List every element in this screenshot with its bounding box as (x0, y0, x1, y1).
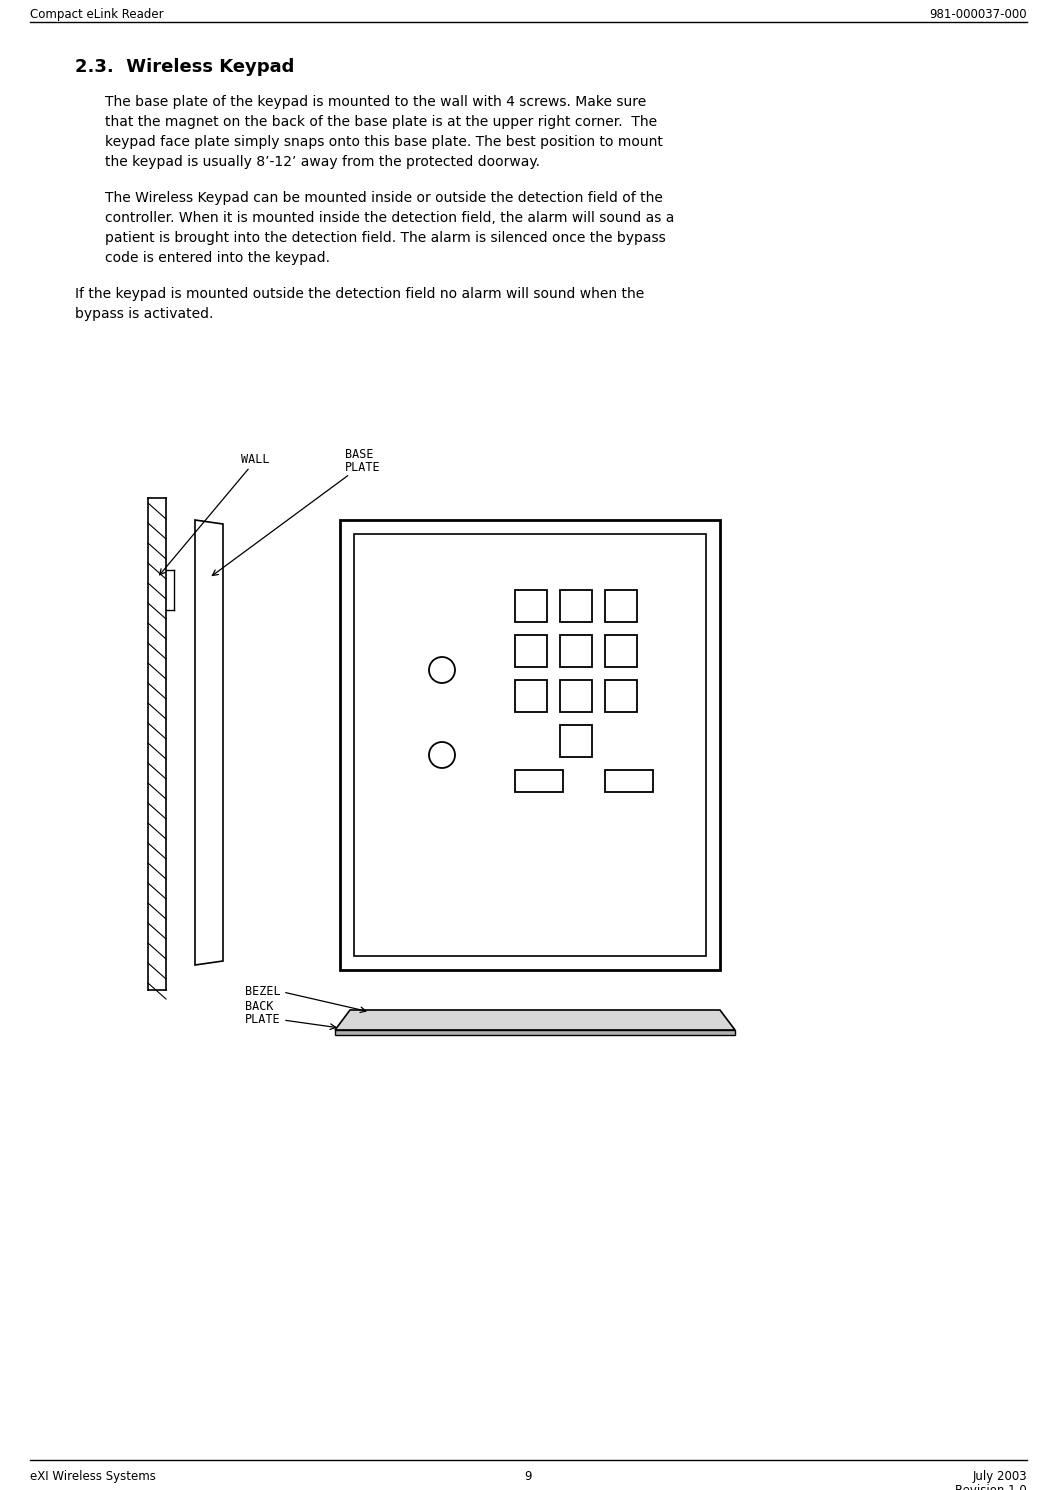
Bar (605, 679, 637, 712)
Polygon shape (335, 1010, 735, 1030)
Bar (515, 635, 548, 668)
Text: the keypad is usually 8’-12’ away from the protected doorway.: the keypad is usually 8’-12’ away from t… (105, 155, 540, 168)
Bar (515, 770, 563, 793)
Polygon shape (335, 1030, 735, 1036)
Circle shape (429, 657, 455, 682)
Bar (560, 590, 592, 621)
Text: BEZEL: BEZEL (245, 985, 280, 998)
Bar (605, 590, 637, 621)
Text: 2.3.  Wireless Keypad: 2.3. Wireless Keypad (75, 58, 295, 76)
Text: The Wireless Keypad can be mounted inside or outside the detection field of the: The Wireless Keypad can be mounted insid… (105, 191, 663, 206)
Text: 9: 9 (524, 1471, 532, 1483)
Text: PLATE: PLATE (345, 460, 381, 474)
Text: keypad face plate simply snaps onto this base plate. The best position to mount: keypad face plate simply snaps onto this… (105, 136, 663, 149)
Text: 981-000037-000: 981-000037-000 (929, 7, 1027, 21)
Text: eXI Wireless Systems: eXI Wireless Systems (30, 1471, 155, 1483)
Text: BASE: BASE (345, 448, 373, 460)
Bar (340, 520, 720, 970)
Circle shape (429, 742, 455, 767)
Text: WALL: WALL (241, 453, 270, 466)
Text: Revision 1.0: Revision 1.0 (956, 1484, 1027, 1490)
Bar (605, 635, 637, 668)
Polygon shape (194, 520, 223, 966)
Text: July 2003: July 2003 (972, 1471, 1027, 1483)
Bar (560, 679, 592, 712)
Bar (560, 726, 592, 757)
Bar (515, 590, 548, 621)
Text: controller. When it is mounted inside the detection field, the alarm will sound : controller. When it is mounted inside th… (105, 212, 674, 225)
Text: code is entered into the keypad.: code is entered into the keypad. (105, 250, 330, 265)
Text: BACK: BACK (245, 1000, 274, 1013)
Text: The base plate of the keypad is mounted to the wall with 4 screws. Make sure: The base plate of the keypad is mounted … (105, 95, 646, 109)
Bar (354, 533, 706, 957)
Text: bypass is activated.: bypass is activated. (75, 307, 214, 320)
Bar (515, 679, 548, 712)
Text: Compact eLink Reader: Compact eLink Reader (30, 7, 164, 21)
Bar (560, 635, 592, 668)
Text: that the magnet on the back of the base plate is at the upper right corner.  The: that the magnet on the back of the base … (105, 115, 657, 130)
Bar (605, 770, 653, 793)
Text: If the keypad is mounted outside the detection field no alarm will sound when th: If the keypad is mounted outside the det… (75, 288, 645, 301)
Text: patient is brought into the detection field. The alarm is silenced once the bypa: patient is brought into the detection fi… (105, 231, 666, 244)
Text: PLATE: PLATE (245, 1013, 280, 1027)
